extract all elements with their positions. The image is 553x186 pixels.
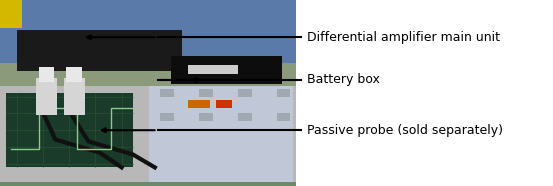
Bar bbox=[216, 100, 232, 108]
Bar bbox=[160, 113, 174, 121]
Bar bbox=[0, 86, 296, 182]
Bar bbox=[6, 93, 133, 167]
Bar bbox=[276, 89, 290, 97]
Text: Battery box: Battery box bbox=[307, 73, 380, 86]
Bar bbox=[64, 78, 85, 115]
Bar bbox=[188, 100, 210, 108]
Bar bbox=[17, 30, 182, 71]
Bar bbox=[296, 0, 553, 186]
Text: Passive probe (sold separately): Passive probe (sold separately) bbox=[307, 124, 503, 137]
Bar bbox=[0, 130, 296, 186]
Bar bbox=[199, 113, 213, 121]
Bar bbox=[171, 56, 282, 84]
Bar bbox=[36, 78, 57, 115]
Bar bbox=[0, 63, 296, 134]
Bar bbox=[199, 89, 213, 97]
Bar bbox=[0, 0, 296, 71]
Text: Differential amplifier main unit: Differential amplifier main unit bbox=[307, 31, 500, 44]
Bar bbox=[39, 67, 54, 82]
Bar bbox=[149, 86, 293, 182]
Bar bbox=[276, 113, 290, 121]
Bar bbox=[66, 67, 82, 82]
Bar bbox=[238, 113, 252, 121]
Bar bbox=[238, 89, 252, 97]
Bar bbox=[0, 0, 22, 28]
Bar bbox=[188, 65, 238, 74]
Bar bbox=[160, 89, 174, 97]
